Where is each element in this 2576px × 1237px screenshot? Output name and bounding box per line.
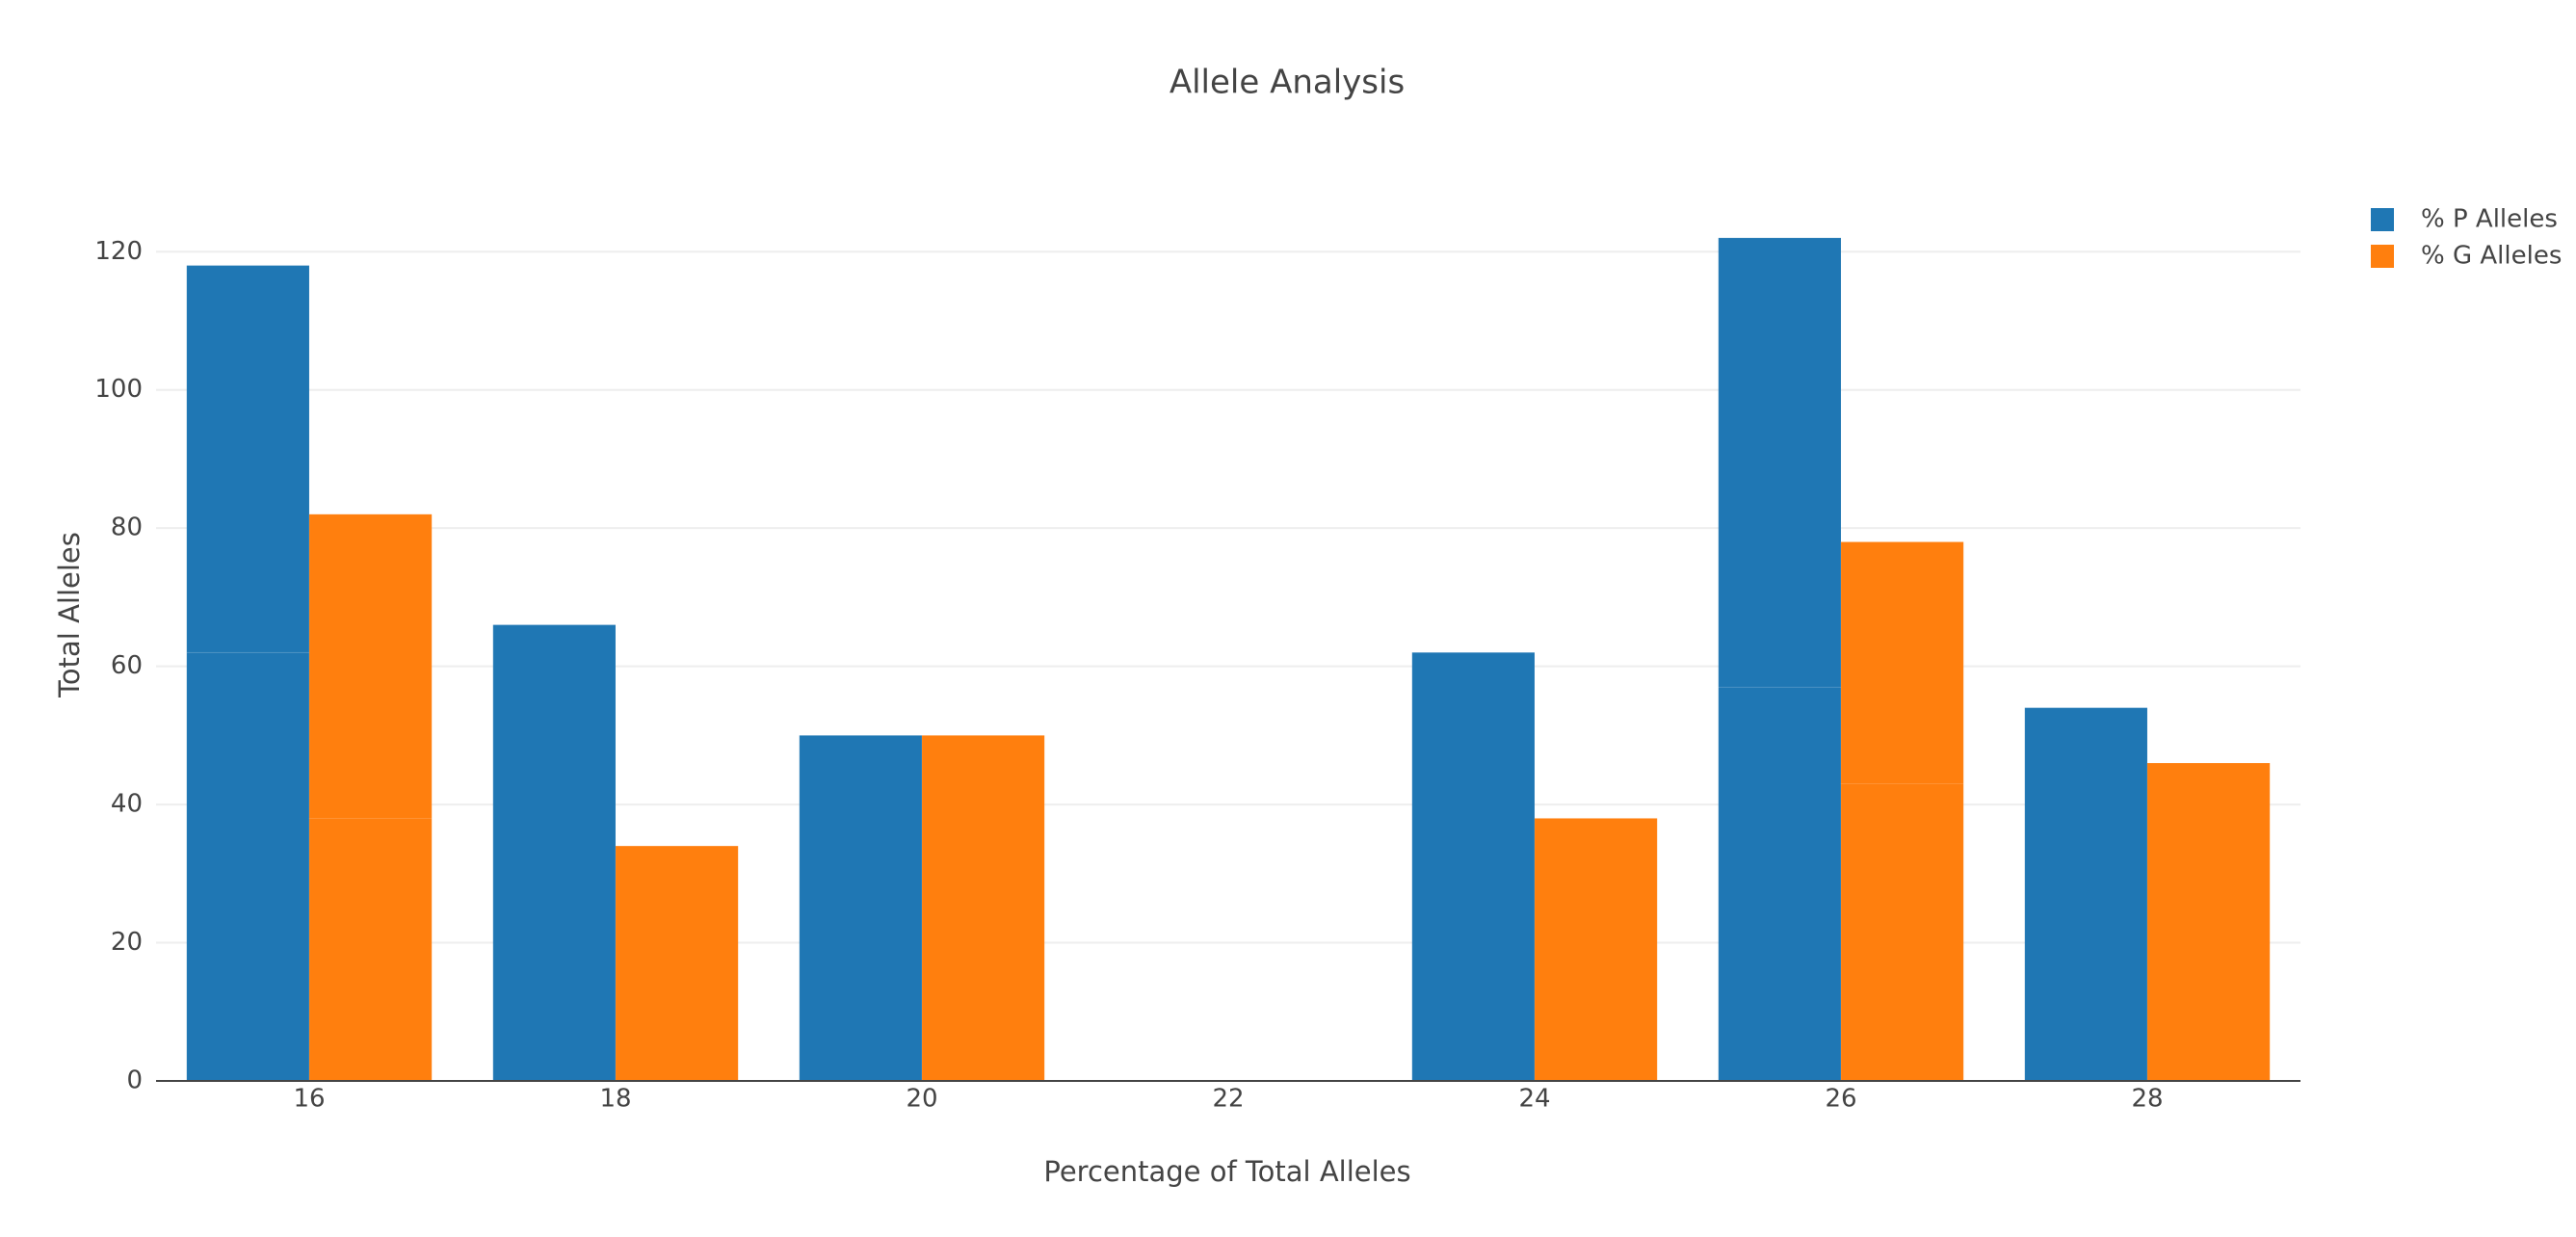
- bar: [1411, 651, 1536, 1082]
- bar: [186, 651, 310, 1082]
- y-tick-label: 120: [94, 237, 143, 266]
- legend-label: % G Alleles: [2421, 242, 2562, 271]
- x-axis-label: Percentage of Total Alleles: [1043, 1155, 1410, 1188]
- bar: [799, 734, 923, 1082]
- x-tick-label: 22: [1212, 1085, 1244, 1114]
- bar: [308, 817, 433, 1082]
- y-tick-label: 20: [111, 928, 143, 957]
- bar: [2024, 707, 2148, 1082]
- bar: [921, 734, 1045, 1082]
- legend-label: % P Alleles: [2421, 205, 2558, 234]
- y-tick-label: 0: [126, 1066, 143, 1095]
- bar: [308, 513, 433, 819]
- y-tick-label: 60: [111, 651, 143, 680]
- bar: [1718, 686, 1842, 1082]
- chart-title: Allele Analysis: [1170, 64, 1405, 102]
- bar: [615, 845, 739, 1082]
- bar: [2146, 762, 2271, 1082]
- bar: [1534, 817, 1658, 1082]
- y-tick-label: 100: [94, 375, 143, 404]
- bar: [1718, 237, 1842, 688]
- x-tick-label: 28: [2131, 1085, 2163, 1114]
- bar: [492, 624, 617, 1082]
- legend-swatch: [2371, 245, 2394, 268]
- bar: [1840, 783, 1964, 1082]
- bar: [186, 265, 310, 653]
- x-tick-label: 16: [293, 1085, 325, 1114]
- x-tick-label: 26: [1825, 1085, 1856, 1114]
- y-axis-label: Total Alleles: [53, 532, 86, 698]
- legend-swatch: [2371, 208, 2394, 231]
- y-tick-label: 40: [111, 790, 143, 819]
- bar: [1840, 541, 1964, 785]
- x-tick-label: 24: [1518, 1085, 1550, 1114]
- x-tick-label: 20: [906, 1085, 937, 1114]
- y-tick-label: 80: [111, 513, 143, 542]
- x-tick-label: 18: [599, 1085, 631, 1114]
